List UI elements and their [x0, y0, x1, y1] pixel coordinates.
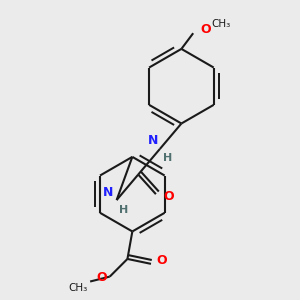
Text: H: H — [163, 153, 172, 163]
Text: O: O — [96, 271, 107, 284]
Text: O: O — [164, 190, 174, 202]
Text: N: N — [148, 134, 158, 147]
Text: N: N — [103, 186, 114, 199]
Text: CH₃: CH₃ — [212, 20, 231, 29]
Text: CH₃: CH₃ — [68, 284, 87, 293]
Text: O: O — [157, 254, 167, 267]
Text: O: O — [200, 23, 211, 36]
Text: H: H — [118, 205, 128, 215]
